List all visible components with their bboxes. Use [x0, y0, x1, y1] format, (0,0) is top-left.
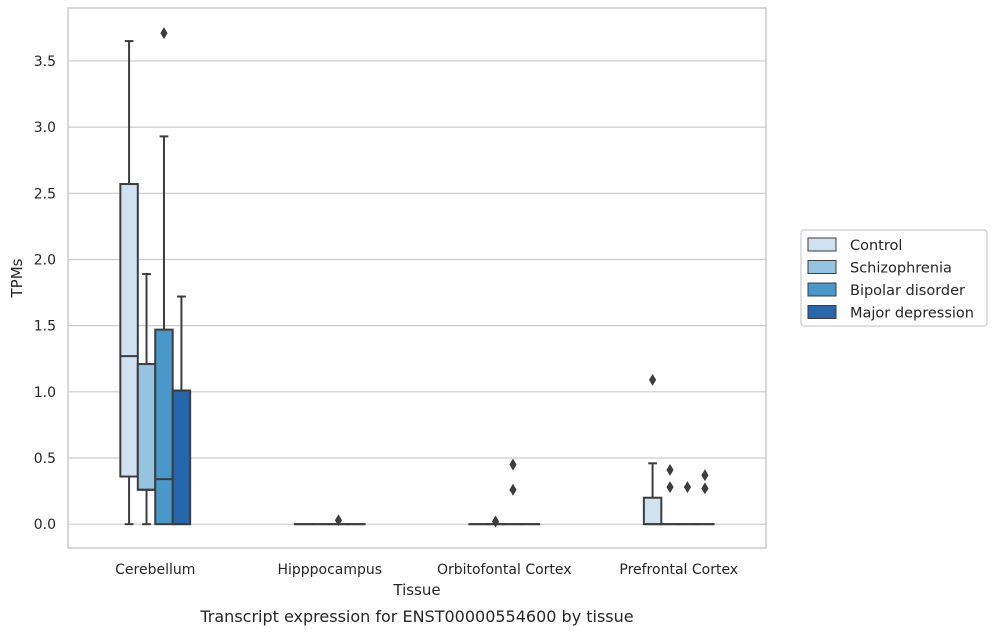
outlier-point — [491, 515, 500, 528]
box-body — [154, 328, 174, 526]
y-tick-label: 2.0 — [34, 252, 56, 268]
legend-swatch — [807, 237, 837, 252]
box-body — [642, 496, 663, 526]
box-body — [119, 183, 139, 478]
outlier-point — [334, 514, 343, 527]
box-body — [136, 363, 157, 491]
box-body — [171, 389, 192, 526]
legend-label: Schizophrenia — [850, 261, 952, 277]
y-axis-ticks: 0.0 0.5 1.0 1.5 2.0 2.5 3.0 3.5 — [34, 54, 56, 533]
y-tick-label: 1.5 — [34, 319, 56, 335]
legend-swatch — [807, 282, 837, 297]
y-tick-label: 3.0 — [34, 120, 56, 136]
outlier-point — [648, 373, 657, 386]
chart-caption: Transcript expression for ENST0000055460… — [199, 607, 633, 626]
outlier-point — [701, 482, 709, 495]
y-tick-label: 3.5 — [34, 54, 56, 70]
box-control — [642, 373, 663, 526]
outlier-point — [701, 469, 709, 482]
box-bipolar-disorder — [154, 27, 174, 526]
x-tick-label: Orbitofontal Cortex — [437, 562, 572, 578]
outlier-point — [683, 481, 692, 494]
outlier-point — [509, 458, 517, 471]
x-tick-label: Prefrontal Cortex — [619, 562, 738, 578]
legend-label: Bipolar disorder — [850, 283, 965, 299]
x-tick-label: Hipppocampus — [277, 562, 382, 578]
outlier-point — [666, 463, 674, 476]
y-tick-label: 0.0 — [34, 517, 56, 533]
legend-swatch — [807, 305, 837, 319]
legend-swatch — [807, 260, 837, 274]
legend-frame — [800, 229, 988, 327]
outlier-point — [666, 481, 674, 494]
x-axis-label: Tissue — [392, 581, 440, 599]
y-tick-label: 2.5 — [34, 186, 56, 202]
box-schizophrenia — [485, 515, 506, 528]
legend-label: Control — [850, 238, 902, 254]
box-bipolar-disorder — [503, 458, 523, 526]
box-schizophrenia — [660, 463, 680, 526]
box-control — [119, 40, 139, 526]
box-bipolar-disorder — [328, 514, 349, 527]
box-major-depression — [171, 295, 192, 526]
legend: Control Schizophrenia Bipolar disorder Majo… — [800, 229, 988, 327]
box-schizophrenia — [136, 273, 157, 526]
box-plot-marks — [119, 27, 715, 528]
outlier-point — [509, 483, 517, 496]
box-major-depression — [695, 469, 715, 526]
box-bipolar-disorder — [677, 481, 698, 526]
y-axis-label: TPMs — [8, 258, 26, 298]
legend-label: Major depression — [850, 306, 974, 322]
outlier-point — [160, 27, 168, 40]
x-axis-ticks: Cerebellum Hipppocampus Orbitofontal Corte… — [115, 562, 738, 578]
y-tick-label: 1.0 — [34, 385, 56, 401]
plot-frame — [67, 7, 767, 549]
y-tick-label: 0.5 — [34, 451, 56, 467]
x-tick-label: Cerebellum — [115, 562, 195, 578]
